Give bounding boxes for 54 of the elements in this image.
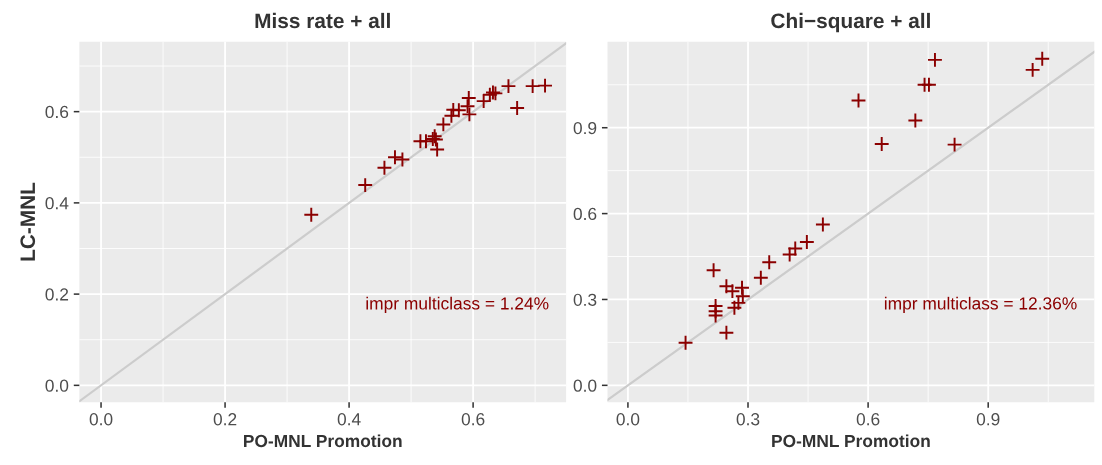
point — [1024, 61, 1041, 78]
y-tick-label: 0.6 — [45, 105, 69, 119]
chart-title: Miss rate + all — [255, 12, 390, 29]
x-tick-label: 0.6 — [461, 413, 485, 426]
point — [303, 206, 320, 223]
chart-title: Chi−square + all — [771, 12, 930, 33]
point — [524, 78, 541, 95]
point — [537, 77, 553, 94]
point — [1034, 50, 1051, 67]
point — [752, 269, 769, 286]
point — [509, 100, 526, 116]
x-tick-label: 0.4 — [337, 413, 361, 426]
y-tick-label: 0.3 — [573, 293, 597, 306]
y-tick-label: 0.9 — [573, 121, 597, 135]
point — [798, 234, 815, 250]
point — [734, 279, 750, 296]
point — [707, 307, 724, 324]
point — [376, 159, 393, 176]
point — [873, 136, 890, 152]
point — [814, 216, 831, 233]
point — [387, 149, 403, 166]
point — [429, 141, 446, 158]
x-tick-label: 0.9 — [976, 413, 1000, 426]
x-axis-title: PO-MNL Promotion — [244, 434, 402, 448]
point — [921, 76, 937, 93]
point — [705, 262, 722, 279]
point — [500, 78, 517, 95]
x-tick-label: 0.3 — [736, 413, 760, 426]
point — [677, 334, 694, 351]
point — [724, 283, 741, 300]
y-tick-label: 0.2 — [45, 288, 69, 301]
point — [946, 136, 963, 153]
annotation: impr multiclass = 1.24% — [366, 296, 549, 314]
x-tick-label: 0.6 — [856, 413, 880, 426]
y-axis-title: LC-MNL — [20, 182, 36, 261]
point — [394, 151, 411, 168]
y-tick-label: 0.6 — [573, 207, 597, 221]
y-tick-label: 0.0 — [45, 379, 69, 392]
point — [718, 324, 735, 341]
point — [461, 106, 478, 123]
x-axis-title: PO-MNL Promotion — [772, 434, 930, 448]
point — [357, 177, 374, 193]
y-tick-label: 0.4 — [45, 197, 69, 210]
x-tick-label: 0.2 — [213, 413, 237, 426]
x-tick-label: 0.0 — [89, 413, 113, 426]
point — [726, 299, 743, 316]
annotation: impr multiclass = 12.36% — [884, 296, 1077, 314]
point — [927, 51, 943, 68]
point — [850, 92, 867, 109]
y-tick-label: 0.0 — [573, 379, 597, 392]
point — [761, 254, 778, 271]
point — [460, 90, 477, 106]
point — [907, 112, 924, 129]
x-tick-label: 0.0 — [616, 413, 640, 426]
